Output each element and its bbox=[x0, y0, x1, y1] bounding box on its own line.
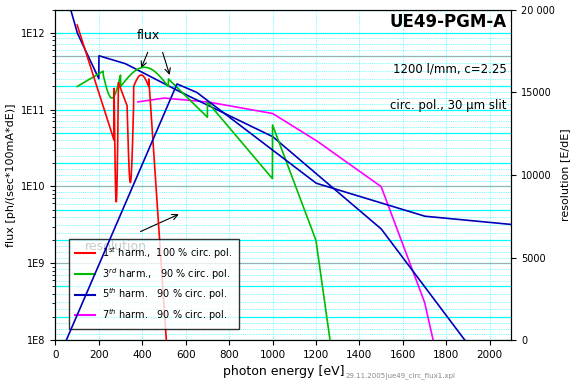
Legend: 1$^{st}$ harm.,  100 % circ. pol., 3$^{rd}$ harm.,   90 % circ. pol., 5$^{th}$ h: 1$^{st}$ harm., 100 % circ. pol., 3$^{rd… bbox=[70, 239, 239, 329]
Y-axis label: flux [ph/(sec*100mA*dE)]: flux [ph/(sec*100mA*dE)] bbox=[6, 103, 16, 247]
Text: flux: flux bbox=[137, 29, 161, 42]
Text: circ. pol., 30 μm slit: circ. pol., 30 μm slit bbox=[390, 99, 507, 112]
Text: 1200 l/mm, c=2.25: 1200 l/mm, c=2.25 bbox=[393, 63, 507, 75]
Y-axis label: resolution [E/dE]: resolution [E/dE] bbox=[560, 129, 570, 221]
Text: resolution: resolution bbox=[85, 240, 147, 253]
Text: UE49-PGM-A: UE49-PGM-A bbox=[389, 13, 507, 31]
Text: 29.11.2005|ue49_circ_flux1.xpl: 29.11.2005|ue49_circ_flux1.xpl bbox=[346, 373, 456, 380]
X-axis label: photon energy [eV]: photon energy [eV] bbox=[223, 366, 344, 379]
